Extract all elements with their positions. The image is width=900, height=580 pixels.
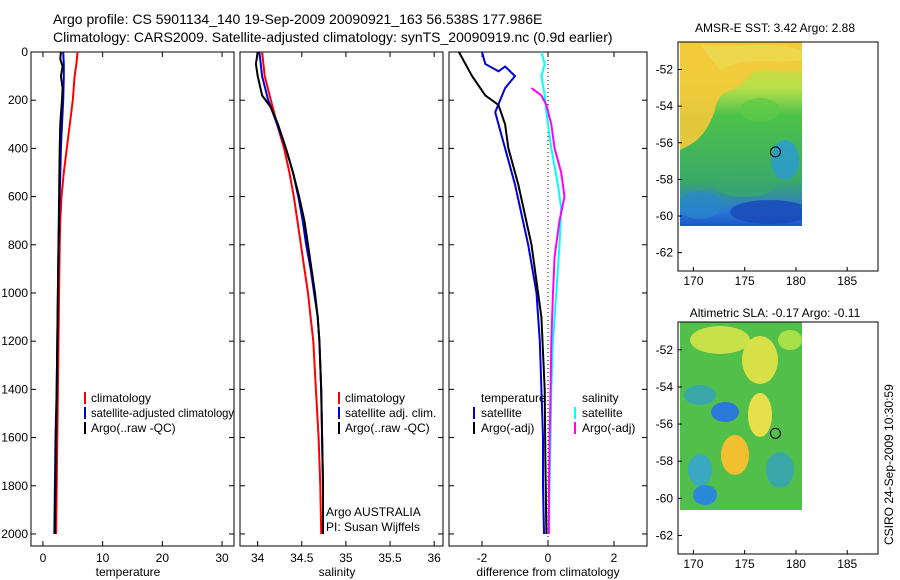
salinity-ticks: 34 34.5 35 35.5 36 [240,51,443,565]
x-tick-label: 20 [156,551,170,565]
difference-xlabel: difference from climatology [476,565,619,579]
map-x-tick-label: 170 [683,557,703,571]
salinity-legend: climatology satellite adj. clim. Argo(..… [338,391,436,435]
salinity-series [254,51,324,535]
series-line-argo-raw-qc [53,51,64,535]
salinity-panel: 34 34.5 35 35.5 36 salinity climatology sate… [239,51,444,579]
map-y-tick-label: -62 [656,246,674,260]
difference-series [458,51,566,535]
series-line-climatology [261,51,323,535]
title-line1: Argo profile: CS 5901134_140 19-Sep-2009… [53,11,542,27]
series-line-satellite-adj-clim [258,51,324,534]
legend-climatology: climatology [345,391,405,405]
map-x-tick-label: 170 [683,274,703,288]
y-tick-label: 1200 [1,334,28,348]
legend-temp-argo: Argo(-adj) [481,421,534,435]
x-tick-label: 36 [427,551,441,565]
legend-temperature-header: temperature [481,391,546,405]
map-y-tick-label: -52 [656,343,674,357]
sst-argo-marker [769,146,781,158]
legend-salinity-header: salinity [582,391,619,405]
x-tick-label: 35.5 [378,551,402,565]
map-x-tick-label: 175 [735,274,755,288]
map-y-tick-label: -58 [656,172,674,186]
temperature-axes-frame [30,51,235,547]
map-y-tick-label: -60 [656,209,674,223]
legend-sal-argo: Argo(-adj) [582,421,635,435]
salinity-xlabel: salinity [319,565,356,579]
sla-heatmap [680,322,802,510]
map-x-tick-label: 180 [786,274,806,288]
map-y-tick-label: -56 [656,417,674,431]
sla-map-frame [677,321,879,555]
sst-map-panel: AMSR-E SST: 3.42 Argo: 2.88 170 175 180 185… [656,21,879,288]
y-tick-label: 1800 [1,479,28,493]
series-line-temperature-argo-adj [458,51,548,535]
legend-sal-satellite: satellite [582,406,623,420]
x-tick-label: 0 [545,551,552,565]
map-y-tick-label: -54 [656,380,674,394]
map-x-tick-label: 185 [837,274,857,288]
sla-argo-marker [769,427,781,439]
map-y-tick-label: -56 [656,136,674,150]
y-tick-label: 1000 [1,286,28,300]
map-y-tick-label: -58 [656,454,674,468]
sla-map-title: Altimetric SLA: -0.17 Argo: -0.11 [690,306,861,320]
map-x-tick-label: 185 [837,557,857,571]
x-tick-label: 34.5 [290,551,314,565]
legend-argo: Argo(..raw -QC) [91,421,176,435]
y-tick-label: 200 [8,93,28,107]
sst-map-ticks: 170 175 180 185 -52 -54 -56 -58 -60 -62 [656,62,858,288]
x-tick-label: 0 [40,551,47,565]
map-y-tick-label: -62 [656,528,674,542]
sla-map-panel: Altimetric SLA: -0.17 Argo: -0.11 170 175… [656,306,879,571]
y-tick-label: 2000 [1,527,28,541]
series-line-salinity-argo-adj [530,87,566,535]
legend-argo: Argo(..raw -QC) [345,421,430,435]
x-tick-label: 34 [251,551,265,565]
temperature-legend: climatology satellite-adjusted climatolo… [84,391,234,435]
map-x-tick-label: 175 [735,557,755,571]
sst-map-frame [677,41,879,272]
legend-satellite: satellite adj. clim. [345,406,436,420]
temperature-panel: 0 10 20 30 0 200 400 600 800 1000 1200 1400 1600 1800… [1,45,235,579]
map-y-tick-label: -54 [656,99,674,113]
map-y-tick-label: -60 [656,491,674,505]
y-tick-label: 400 [8,141,28,155]
sst-heatmap [680,42,802,226]
credit-text: CSIRO 24-Sep-2009 10:30:59 [882,384,896,545]
salinity-axes-frame [239,51,444,547]
y-tick-label: 1600 [1,431,28,445]
temperature-xlabel: temperature [96,565,161,579]
x-tick-label: 30 [215,551,229,565]
argo-annotation-line2: PI: Susan Wijffels [326,520,420,534]
y-tick-label: 600 [8,190,28,204]
map-x-tick-label: 180 [786,557,806,571]
legend-climatology: climatology [91,391,151,405]
legend-temp-satellite: satellite [481,406,522,420]
series-line-temperature-satellite [481,51,545,535]
argo-annotation-line1: Argo AUSTRALIA [326,505,421,519]
x-tick-label: 2 [611,551,618,565]
temperature-series [53,51,79,535]
sst-map-title: AMSR-E SST: 3.42 Argo: 2.88 [695,21,855,35]
y-tick-label: 1400 [1,382,28,396]
temperature-ticks: 0 10 20 30 0 200 400 600 800 1000 1200 1400 1600 1800… [1,45,234,565]
y-tick-label: 0 [21,45,28,59]
series-line-climatology [55,51,79,535]
title-line2: Climatology: CARS2009. Satellite-adjuste… [53,29,613,45]
difference-panel: -2 0 2 difference from climatology tempera… [448,51,648,579]
x-tick-label: 10 [96,551,110,565]
difference-ticks: -2 0 2 [449,51,647,565]
series-line-argo-raw-qc [254,51,324,534]
y-tick-label: 800 [8,238,28,252]
x-tick-label: 35 [339,551,353,565]
x-tick-label: -2 [477,551,488,565]
difference-legend: temperature satellite Argo(-adj) salinit… [473,391,635,435]
sla-map-ticks: 170 175 180 185 -52 -54 -56 -58 -60 -62 [656,343,858,571]
map-y-tick-label: -52 [656,62,674,76]
legend-satellite: satellite-adjusted climatology [91,406,234,420]
